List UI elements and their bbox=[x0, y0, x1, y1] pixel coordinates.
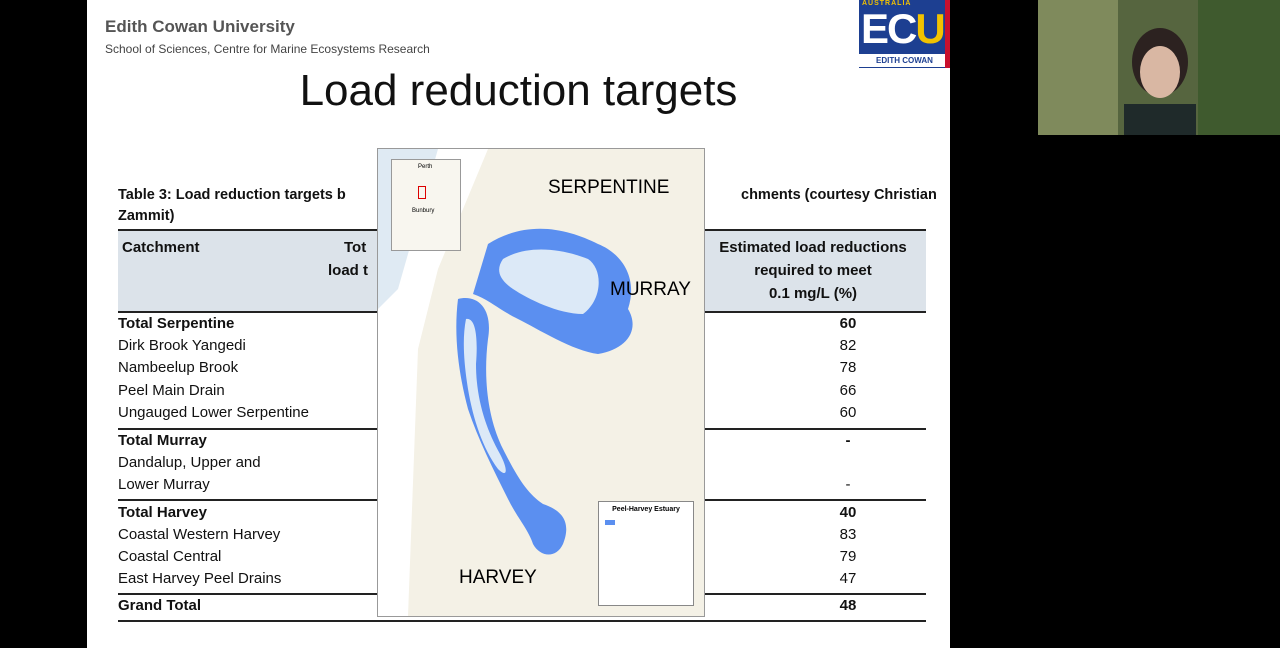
table-row: Lower Murray - bbox=[118, 476, 926, 498]
row-catchment: Peel Main Drain bbox=[118, 382, 225, 399]
row-catchment: Lower Murray bbox=[118, 476, 210, 493]
org-name: Edith Cowan University bbox=[105, 17, 295, 36]
table-row: Total Murray - bbox=[118, 432, 926, 454]
table-row: Total Serpentine 60 bbox=[118, 315, 926, 337]
table-rule bbox=[118, 620, 926, 622]
row-catchment: East Harvey Peel Drains bbox=[118, 570, 282, 587]
row-reduction: - bbox=[845, 476, 851, 493]
row-reduction: 83 bbox=[839, 526, 857, 543]
row-reduction: - bbox=[845, 432, 851, 449]
row-reduction: 79 bbox=[839, 548, 857, 565]
ecu-logo: AUSTRALIA ECU EDITH COWAN bbox=[859, 0, 950, 68]
row-reduction: 82 bbox=[839, 337, 857, 354]
row-catchment: Dirk Brook Yangedi bbox=[118, 337, 246, 354]
slide: Edith Cowan University School of Science… bbox=[87, 0, 950, 648]
table-row: East Harvey Peel Drains 47 bbox=[118, 570, 926, 592]
header-col3-a: Estimated load reductions bbox=[719, 239, 907, 256]
table-row: Coastal Central 79 bbox=[118, 548, 926, 570]
estuary-map: Perth Bunbury SERPENTINE MURRAY HARVEY P… bbox=[377, 148, 705, 617]
row-reduction: 48 bbox=[839, 597, 857, 614]
caption-line2: Zammit) bbox=[118, 208, 175, 224]
row-reduction: 78 bbox=[839, 359, 857, 376]
row-catchment: Coastal Western Harvey bbox=[118, 526, 281, 543]
slide-title: Load reduction targets bbox=[299, 66, 738, 115]
table-row: Dirk Brook Yangedi 82 bbox=[118, 337, 926, 359]
presenter-image bbox=[1038, 0, 1280, 135]
table-caption: Table 3: Load reduction targets b chment… bbox=[118, 185, 950, 224]
header-col2-b: load t bbox=[328, 262, 368, 279]
row-catchment: Nambeelup Brook bbox=[118, 359, 239, 376]
table-row: Nambeelup Brook 78 bbox=[118, 359, 926, 381]
label-murray: MURRAY bbox=[610, 279, 691, 300]
inset-marker bbox=[418, 186, 426, 199]
table-row: Coastal Western Harvey 83 bbox=[118, 526, 926, 548]
table-row: Peel Main Drain 66 bbox=[118, 382, 926, 404]
row-catchment: Grand Total bbox=[118, 597, 202, 614]
header-col3-c: 0.1 mg/L (%) bbox=[768, 285, 858, 302]
row-reduction: 60 bbox=[839, 404, 857, 421]
row-catchment: Ungauged Lower Serpentine bbox=[118, 404, 309, 421]
row-reduction: 47 bbox=[839, 570, 857, 587]
label-harvey: HARVEY bbox=[459, 567, 537, 588]
caption-right: chments (courtesy Christian bbox=[741, 187, 937, 203]
table-row: Total Harvey 40 bbox=[118, 504, 926, 526]
header-catchment: Catchment bbox=[122, 239, 200, 256]
table-row: Ungauged Lower Serpentine 60 bbox=[118, 404, 926, 426]
row-reduction: 40 bbox=[839, 504, 857, 521]
label-serpentine: SERPENTINE bbox=[548, 177, 670, 198]
table-row: Dandalup, Upper and bbox=[118, 454, 926, 476]
row-reduction: 60 bbox=[839, 315, 857, 332]
presenter-video bbox=[1038, 0, 1280, 135]
caption-left: Table 3: Load reduction targets b bbox=[118, 187, 346, 203]
row-reduction: 66 bbox=[839, 382, 857, 399]
row-catchment: Total Serpentine bbox=[118, 315, 235, 332]
row-catchment: Total Murray bbox=[118, 432, 207, 449]
map-legend: Peel-Harvey Estuary bbox=[598, 501, 694, 606]
map-inset: Perth Bunbury bbox=[391, 159, 461, 251]
row-catchment: Coastal Central bbox=[118, 548, 222, 565]
row-catchment: Total Harvey bbox=[118, 504, 207, 521]
header-col3-b: required to meet bbox=[754, 262, 872, 279]
table-row: Grand Total 48 bbox=[118, 597, 926, 619]
row-catchment: Dandalup, Upper and bbox=[118, 454, 261, 471]
legend-swatch bbox=[605, 520, 615, 525]
header-col2-a: Tot bbox=[344, 239, 367, 256]
school-name: School of Sciences, Centre for Marine Ec… bbox=[105, 42, 430, 56]
